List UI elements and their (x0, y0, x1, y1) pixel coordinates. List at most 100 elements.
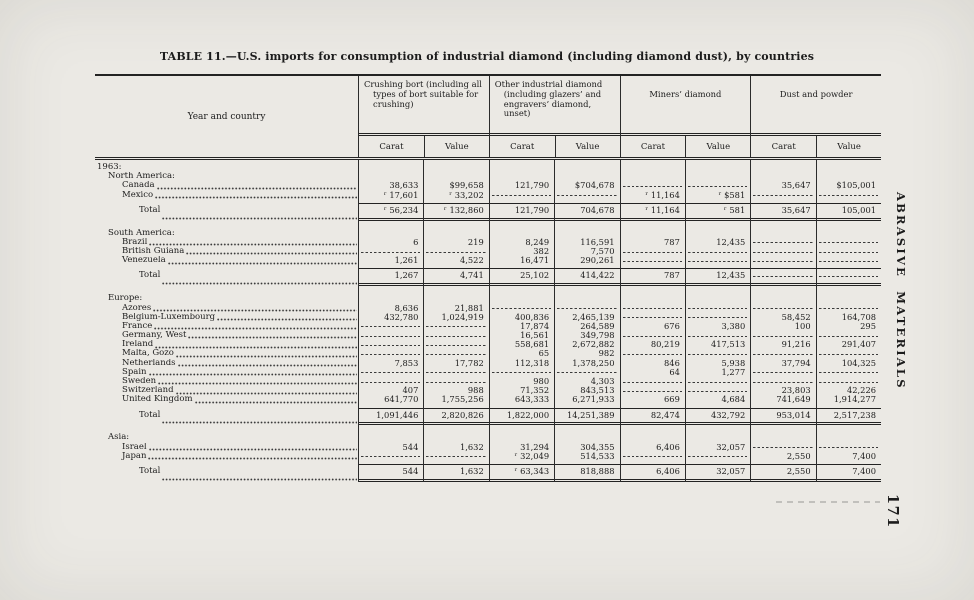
region-row: North America: (95, 172, 881, 181)
table-cell (423, 452, 488, 461)
row-label: British Guiana (122, 247, 185, 257)
table-cell (816, 377, 881, 386)
row-label: Netherlands (122, 358, 176, 368)
country-row: Malta, Gozo 65 982 (95, 349, 881, 358)
year-row: 1963: (95, 163, 881, 172)
table-cell (554, 191, 619, 200)
dot-leader (155, 345, 357, 349)
table-cell: 349,798 (580, 330, 615, 341)
group-label: Miners’ diamond (649, 89, 722, 99)
row-label: Switzerland (122, 386, 174, 396)
table-cell: 42,226 (846, 385, 876, 396)
country-row: Belgium-Luxembourg 432,780 1,024,919 400,83… (95, 311, 881, 322)
dot-leader (148, 373, 357, 377)
table-cell (685, 304, 750, 313)
table-cell (816, 271, 881, 280)
table-cell (358, 340, 423, 349)
table-cell (620, 452, 685, 461)
table-cell (816, 349, 881, 358)
table-cell: 953,014 (776, 409, 811, 420)
table-cell: 116,591 (580, 236, 615, 247)
table-cell (685, 349, 750, 358)
table-cell: 21,881 (454, 302, 484, 313)
table-cell (816, 256, 881, 265)
table-cell (750, 247, 815, 256)
table-cell: 1,632 (459, 466, 484, 477)
table-cell: 669 (664, 394, 680, 405)
table-cell: ʳ 56,234 (383, 204, 419, 215)
table-cell (358, 247, 423, 256)
dot-leader (167, 261, 357, 265)
table-cell (750, 331, 815, 340)
table-cell (620, 247, 685, 256)
table-cell (750, 443, 815, 452)
row-label: Japan (122, 451, 147, 461)
table-cell (358, 331, 423, 340)
country-row: Israel 544 1,632 31,294 304,355 6,406 32,057 (95, 441, 881, 452)
country-row: Brazil 6 219 8,249 116,591 787 12,435 (95, 236, 881, 247)
table-cell: 544 (402, 466, 419, 477)
region-row: South America: (95, 229, 881, 238)
table-cell: 980 (533, 376, 550, 386)
table-cell: 676 (664, 320, 680, 331)
row-label: Brazil (122, 237, 148, 247)
table-cell: 400,836 (514, 311, 550, 322)
row-label: Total (139, 204, 161, 215)
table-cell: 787 (664, 236, 680, 247)
column-group-other-industrial: Other industrial diamond (including glaz… (488, 76, 620, 157)
table-cell: ʳ 17,601 (383, 189, 419, 200)
dot-leader (162, 477, 357, 481)
subheaders: Carat Value (620, 133, 751, 157)
dot-leader (148, 448, 357, 452)
table-cell: 1,267 (394, 270, 419, 281)
subheaders: Carat Value (489, 133, 620, 157)
table-cell: 787 (664, 270, 680, 281)
table-cell: 6,271,933 (572, 394, 615, 405)
table-cell: 7,853 (394, 357, 419, 368)
table-cell: 38,633 (389, 180, 419, 191)
table-cell: 414,422 (580, 270, 615, 281)
row-label: Azores (122, 303, 152, 313)
table-cell: ʳ 581 (723, 204, 746, 215)
country-row: Netherlands 7,853 17,782 112,318 1,378,250 84… (95, 357, 881, 368)
table-cell: 641,770 (384, 394, 419, 405)
row-label: Ireland (122, 340, 154, 350)
dot-leader (162, 282, 357, 286)
row-label: 1963: (97, 163, 122, 172)
region-row: Europe: (95, 294, 881, 303)
country-row: Spain 64 1,277 (95, 366, 881, 377)
table-cell (750, 191, 815, 200)
row-label: United Kingdom (122, 395, 193, 405)
table-cell: 843,513 (580, 385, 615, 396)
table-header: Year and country Crushing bort (includin… (95, 76, 881, 157)
table-cell: $105,001 (836, 180, 876, 191)
table-cell (816, 247, 881, 256)
table-cell (620, 313, 685, 322)
table-cell: 304,355 (580, 441, 615, 452)
table-cell: 4,522 (459, 255, 484, 266)
table-cell (554, 368, 619, 377)
country-row: Azores 8,636 21,881 (95, 302, 881, 313)
table-cell (816, 443, 881, 452)
table-cell: ʳ $581 (718, 189, 746, 200)
table-cell: 1,378,250 (572, 357, 615, 368)
column-divider (358, 160, 360, 482)
dot-leader (148, 457, 357, 461)
table-cell: ʳ 11,164 (645, 189, 680, 200)
column-group-dust-powder: Dust and powder Carat Value (750, 76, 881, 157)
table-cell: 164,708 (841, 311, 876, 322)
table-cell (489, 191, 554, 200)
region-row: Asia: (95, 433, 881, 442)
dot-leader (175, 354, 357, 358)
subheader-value: Value (554, 136, 620, 157)
table-cell: ʳ 132,860 (443, 204, 484, 215)
row-label: Malta, Gozo (122, 349, 174, 359)
column-group-miners-diamond: Miners’ diamond Carat Value (619, 76, 751, 157)
dot-leader (149, 243, 357, 247)
table-cell: 64 (669, 366, 680, 377)
table-cell (685, 386, 750, 395)
header-bottom-rule (95, 157, 881, 160)
table-cell (489, 368, 554, 377)
table-cell: 544 (402, 441, 419, 452)
table-cell: 1,277 (721, 366, 746, 377)
